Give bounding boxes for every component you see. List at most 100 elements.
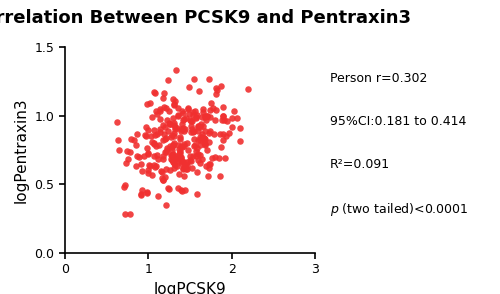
Point (180, 174, 188, 179)
Point (132, 132, 140, 136)
Point (225, 131, 233, 136)
Point (138, 193, 145, 198)
Point (190, 144, 198, 148)
Point (212, 86, 220, 91)
Point (198, 131, 206, 136)
Point (184, 106, 192, 110)
Point (137, 161, 145, 166)
Point (150, 128, 158, 133)
Point (172, 163, 180, 168)
Point (158, 154, 166, 158)
Point (189, 130, 197, 135)
Point (205, 130, 213, 135)
Point (180, 126, 188, 131)
Point (154, 194, 162, 199)
Point (173, 155, 181, 160)
Point (184, 148, 192, 152)
Point (196, 152, 203, 157)
Point (179, 126, 187, 131)
Point (215, 156, 223, 161)
Point (159, 96, 167, 101)
Point (186, 123, 194, 128)
Point (171, 157, 179, 161)
Point (184, 111, 192, 116)
Point (196, 138, 204, 142)
Point (188, 129, 196, 134)
Point (198, 122, 205, 127)
Point (144, 127, 152, 132)
Point (158, 176, 166, 181)
Point (180, 160, 188, 165)
Point (168, 133, 176, 137)
Point (138, 168, 146, 173)
Text: R²=0.091: R²=0.091 (330, 158, 390, 171)
Point (174, 186, 182, 190)
Point (176, 148, 184, 153)
Point (144, 152, 152, 156)
X-axis label: logPCSK9: logPCSK9 (154, 282, 226, 294)
Point (195, 89, 203, 93)
Point (182, 166, 190, 171)
Point (153, 132, 161, 137)
Point (212, 88, 220, 93)
Point (142, 132, 150, 137)
Point (155, 143, 163, 147)
Point (178, 189, 186, 193)
Point (221, 155, 229, 160)
Point (162, 203, 170, 207)
Point (201, 114, 209, 118)
Point (159, 178, 167, 183)
Point (162, 105, 170, 110)
Point (192, 113, 200, 117)
Point (192, 146, 200, 151)
Point (138, 188, 146, 192)
Point (162, 150, 170, 154)
Point (212, 92, 220, 97)
Point (200, 136, 207, 141)
Point (142, 125, 150, 130)
Point (170, 102, 178, 107)
Point (219, 138, 227, 143)
Point (179, 167, 187, 172)
Point (216, 131, 224, 136)
Point (168, 157, 176, 162)
Point (164, 78, 172, 83)
Point (163, 147, 171, 152)
Point (178, 127, 186, 131)
Point (150, 163, 158, 168)
Point (236, 138, 244, 143)
Point (168, 151, 176, 156)
Point (122, 161, 130, 166)
Point (168, 145, 175, 150)
Point (236, 126, 244, 130)
Point (192, 169, 200, 174)
Point (205, 140, 213, 145)
Point (152, 144, 160, 149)
Point (169, 159, 177, 164)
Point (170, 134, 178, 139)
Point (206, 162, 214, 166)
Point (216, 174, 224, 179)
Point (143, 146, 151, 151)
Point (113, 119, 121, 124)
Point (164, 146, 172, 150)
Point (220, 117, 228, 122)
Point (152, 132, 160, 137)
Point (132, 143, 140, 148)
Point (150, 141, 158, 146)
Point (219, 104, 227, 109)
Point (179, 118, 187, 122)
Point (184, 106, 192, 111)
Point (205, 165, 213, 170)
Point (188, 110, 196, 115)
Point (201, 137, 209, 142)
Point (178, 108, 186, 113)
Point (165, 121, 173, 126)
Point (170, 121, 178, 125)
Point (185, 85, 193, 90)
Point (212, 107, 220, 112)
Point (208, 156, 216, 161)
Point (144, 151, 152, 155)
Point (148, 133, 156, 138)
Point (176, 152, 184, 156)
